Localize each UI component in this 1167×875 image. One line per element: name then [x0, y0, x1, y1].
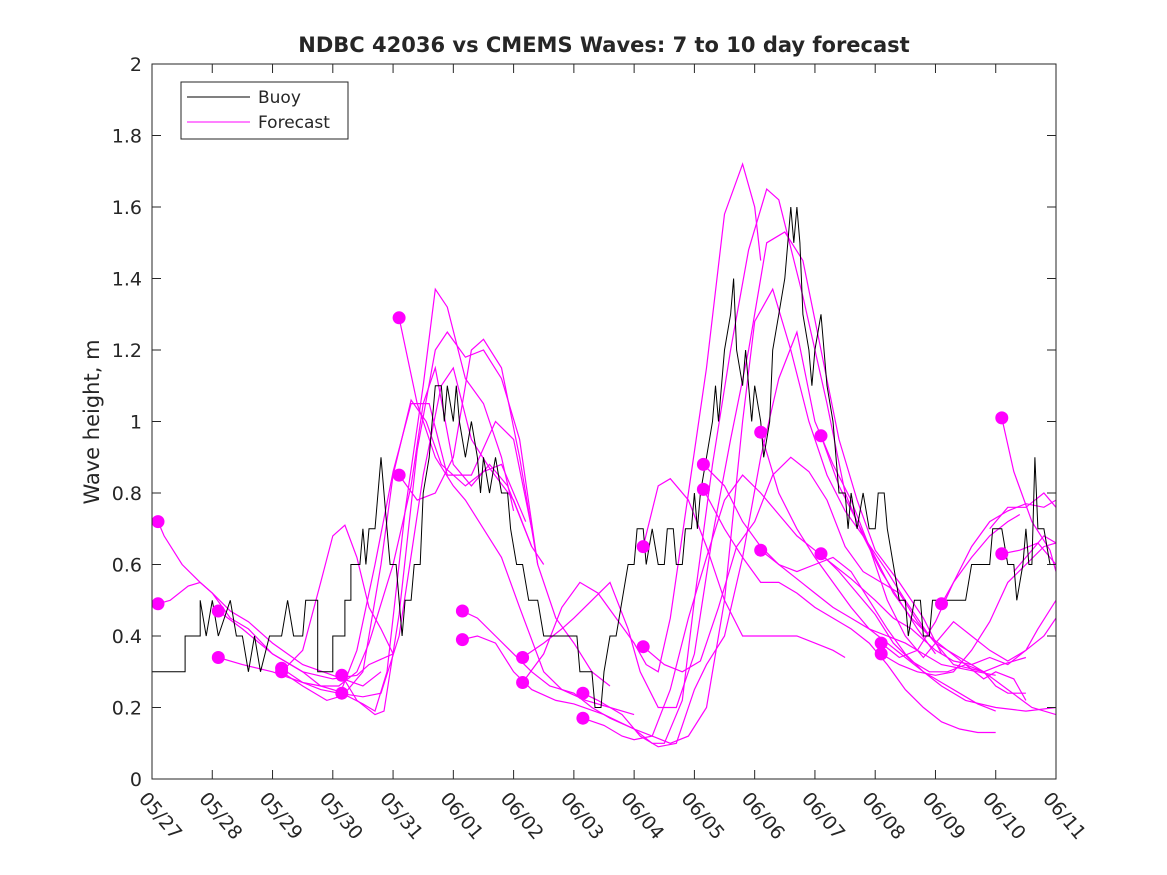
legend: Buoy Forecast — [180, 81, 349, 140]
forecast-marker-6 — [335, 668, 349, 682]
forecast-line-10 — [398, 338, 611, 687]
buoy-line — [152, 206, 1056, 708]
forecast-marker-26 — [935, 597, 948, 611]
forecast-marker-16 — [636, 540, 650, 554]
forecast-marker-17 — [636, 640, 650, 654]
y-tick-label-9: 1.8 — [112, 126, 142, 148]
forecast-line-7 — [341, 331, 539, 716]
forecast-marker-9 — [392, 468, 406, 482]
forecast-line-24 — [820, 553, 1026, 694]
forecast-marker-0 — [151, 515, 165, 529]
forecast-marker-13 — [516, 676, 530, 689]
forecast-line-16 — [582, 474, 1056, 741]
forecast-line-14 — [522, 162, 762, 683]
forecast-marker-18 — [696, 457, 710, 471]
forecast-line-17 — [642, 477, 846, 659]
forecast-line-6 — [281, 524, 394, 673]
forecast-line-8 — [341, 287, 515, 713]
forecast-line-18 — [642, 456, 1027, 673]
forecast-marker-8 — [392, 311, 406, 325]
y-tick-label-6: 1.2 — [112, 340, 142, 362]
y-tick-label-7: 1.4 — [112, 269, 142, 291]
legend-buoy-label: Buoy — [258, 88, 301, 108]
forecast-line-19 — [702, 463, 1056, 712]
legend-forecast-label: Forecast — [258, 113, 330, 133]
forecast-line-28 — [1001, 417, 1056, 572]
forecast-marker-27 — [995, 411, 1009, 425]
forecast-marker-5 — [275, 665, 289, 679]
y-axis: 0 0.2 0.4 0.6 0.8 1 1.2 1.4 1.6 1.8 2 — [112, 54, 1056, 791]
forecast-marker-1 — [151, 597, 165, 611]
forecast-markers-group — [151, 311, 1009, 725]
forecast-marker-20 — [754, 425, 768, 439]
forecast-marker-10 — [455, 604, 469, 618]
y-tick-label-0: 0 — [130, 769, 142, 791]
plot-area — [152, 64, 1056, 779]
forecast-line-25 — [880, 499, 1056, 659]
y-tick-label-1: 0.2 — [112, 698, 142, 720]
buoy-series-group — [152, 206, 1056, 708]
forecast-marker-22 — [814, 429, 828, 443]
forecast-line-5 — [281, 403, 533, 702]
y-tick-label-2: 0.4 — [112, 626, 142, 648]
forecast-marker-28 — [995, 547, 1009, 561]
forecast-marker-2 — [211, 604, 225, 618]
forecast-marker-25 — [874, 647, 888, 661]
forecast-marker-19 — [696, 482, 710, 496]
y-tick-label-10: 2 — [130, 54, 142, 76]
y-tick-label-5: 1 — [130, 412, 142, 434]
chart-title: NDBC 42036 vs CMEMS Waves: 7 to 10 day f… — [298, 33, 909, 57]
legend-box — [180, 81, 349, 140]
forecast-marker-3 — [211, 651, 225, 664]
y-tick-label-4: 0.8 — [112, 483, 142, 505]
forecast-line-30 — [989, 492, 1056, 530]
forecast-line-21 — [760, 432, 996, 712]
forecast-line-0 — [157, 521, 394, 680]
forecast-line-29 — [1001, 542, 1056, 565]
forecast-marker-12 — [516, 651, 530, 664]
forecast-line-4 — [281, 366, 533, 698]
forecast-marker-23 — [814, 547, 828, 561]
forecast-marker-11 — [455, 633, 469, 647]
forecast-marker-21 — [754, 543, 768, 557]
forecast-marker-7 — [335, 686, 349, 700]
forecast-line-27 — [940, 513, 1021, 605]
y-axis-label: Wave height, m — [80, 339, 104, 504]
y-tick-label-8: 1.6 — [112, 197, 142, 219]
forecast-series-group — [157, 162, 1056, 748]
forecast-line-9 — [398, 317, 635, 716]
y-tick-label-3: 0.6 — [112, 555, 142, 577]
forecast-marker-14 — [576, 686, 590, 700]
forecast-marker-15 — [576, 711, 590, 725]
forecast-line-20 — [702, 489, 996, 734]
forecast-marker-24 — [874, 636, 888, 650]
